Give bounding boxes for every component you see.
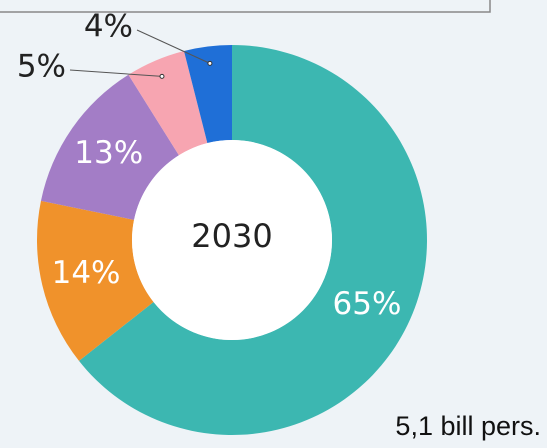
- slice: [36, 200, 154, 361]
- donut: [36, 45, 428, 435]
- slice: [128, 51, 208, 156]
- slice-label: 13%: [74, 135, 143, 171]
- center-label: 2030: [191, 217, 272, 255]
- slice-label: 5%: [17, 49, 66, 85]
- leader-line: [69, 69, 163, 77]
- slice: [79, 45, 428, 435]
- slice: [183, 45, 232, 144]
- leader-dot: [159, 73, 165, 79]
- note: 5,1 bill pers.: [395, 411, 541, 441]
- slice: [40, 74, 179, 220]
- slice-label: 14%: [52, 255, 121, 291]
- leader-line: [136, 29, 211, 64]
- slice-label: 65%: [333, 286, 402, 322]
- legend-box-edge: [0, 0, 491, 13]
- leader-dot: [207, 60, 213, 66]
- slice-label: 4%: [84, 9, 133, 45]
- donut-hole: [132, 140, 332, 340]
